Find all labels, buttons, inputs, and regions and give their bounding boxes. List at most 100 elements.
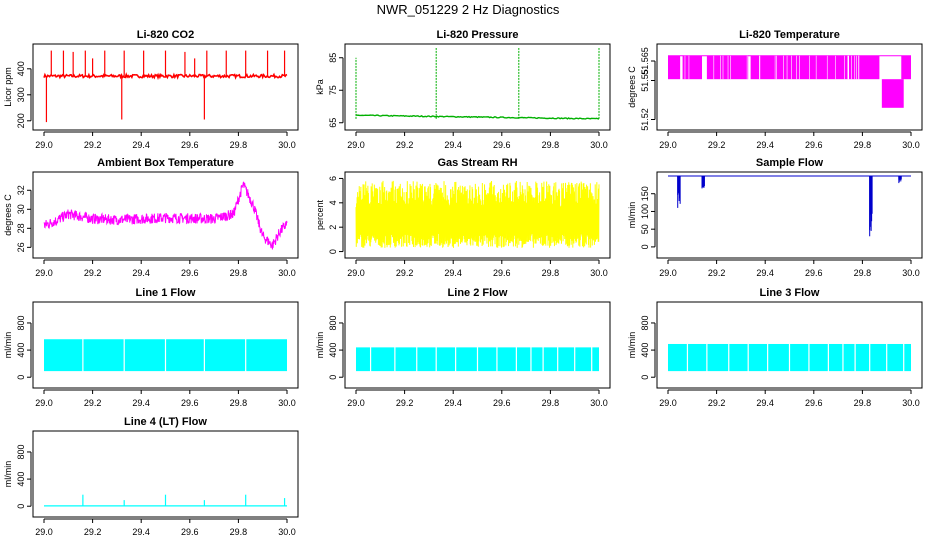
x-tick-label: 29.8 [230, 527, 248, 537]
y-tick-label: 0 [640, 244, 650, 249]
y-tick-label: 0 [328, 375, 338, 380]
series [668, 175, 911, 237]
panel-title: Li-820 Pressure [437, 29, 519, 41]
panel-title: Sample Flow [756, 157, 824, 169]
x-axis: 29.0 29.2 29.4 29.6 29.8 30.0 [347, 259, 608, 278]
y-tick-label: 51.565 [640, 47, 650, 75]
y-tick-label: 2 [328, 225, 338, 230]
y-tick-label: 65 [328, 118, 338, 128]
temp-band [750, 55, 880, 80]
temp-band [682, 55, 703, 80]
panel-title: Li-820 Temperature [739, 29, 840, 41]
temp-band [706, 55, 749, 80]
x-tick-label: 29.2 [396, 140, 414, 150]
x-tick-label: 29.2 [84, 268, 102, 278]
temp-band [668, 55, 681, 80]
panel-sampleflow: Sample Flow 29.0 29.2 29.4 29.6 29.8 30.0 0 50 10… [627, 157, 923, 278]
series [43, 50, 288, 123]
x-tick-label: 29.8 [854, 268, 872, 278]
y-axis: 26 28 30 32 [16, 185, 32, 252]
y-tick-label: 51.55 [640, 69, 650, 92]
plot-frame [32, 430, 299, 518]
x-tick-label: 29.6 [181, 140, 199, 150]
x-tick-label: 29.4 [756, 268, 774, 278]
y-tick-label: 0 [16, 504, 26, 509]
x-tick-label: 29.0 [347, 398, 365, 408]
x-tick-label: 29.4 [132, 268, 150, 278]
y-axis: 0 400 800 [640, 315, 656, 380]
panel-co2: Li-820 CO2 29.0 29.2 29.4 29.6 29.8 30.0 200 300… [3, 29, 299, 150]
series [356, 346, 599, 373]
y-tick-label: 200 [16, 113, 26, 128]
y-axis-label: Licor ppm [3, 67, 13, 107]
x-axis: 29.0 29.2 29.4 29.6 29.8 30.0 [347, 131, 608, 150]
x-axis: 29.0 29.2 29.4 29.6 29.8 30.0 [35, 518, 296, 537]
panel-rh: Gas Stream RH 29.0 29.2 29.4 29.6 29.8 30.0 0 2 4… [315, 157, 611, 278]
y-axis-label: ml/min [3, 461, 13, 488]
x-tick-label: 29.2 [708, 268, 726, 278]
x-tick-label: 29.8 [854, 140, 872, 150]
y-axis: 65 75 85 [328, 53, 344, 128]
x-tick-label: 29.8 [542, 398, 560, 408]
y-axis-label: percent [315, 199, 325, 230]
x-tick-label: 29.0 [347, 268, 365, 278]
series [44, 338, 287, 373]
x-tick-label: 29.6 [805, 398, 823, 408]
panel-title: Li-820 CO2 [137, 29, 194, 41]
x-tick-label: 29.8 [230, 268, 248, 278]
y-tick-label: 4 [328, 200, 338, 205]
y-tick-label: 300 [16, 87, 26, 102]
x-axis: 29.0 29.2 29.4 29.6 29.8 30.0 [659, 389, 920, 408]
x-tick-label: 29.4 [756, 140, 774, 150]
y-axis-label: degrees C [627, 66, 637, 108]
x-tick-label: 29.8 [230, 398, 248, 408]
series [355, 180, 600, 248]
x-tick-label: 29.6 [181, 268, 199, 278]
x-tick-label: 29.2 [708, 398, 726, 408]
y-tick-label: 800 [328, 315, 338, 330]
x-tick-label: 30.0 [278, 398, 296, 408]
y-axis-label: kPa [315, 79, 325, 95]
x-tick-label: 29.4 [444, 398, 462, 408]
x-axis: 29.0 29.2 29.4 29.6 29.8 30.0 [35, 131, 296, 150]
y-tick-label: 0 [328, 249, 338, 254]
panel-pressure: Li-820 Pressure 29.0 29.2 29.4 29.6 29.8 30.0 6… [315, 29, 611, 150]
y-axis: 200 300 400 [16, 61, 32, 128]
x-tick-label: 29.0 [659, 268, 677, 278]
x-tick-label: 29.6 [493, 398, 511, 408]
y-axis-label: degrees C [3, 194, 13, 236]
x-tick-label: 29.0 [35, 140, 53, 150]
y-tick-label: 150 [640, 186, 650, 201]
y-tick-label: 0 [640, 375, 650, 380]
panel-line3: Line 3 Flow 29.0 29.2 29.4 29.6 29.8 30.0 0 400 8… [627, 287, 923, 408]
y-tick-label: 400 [640, 343, 650, 358]
rh-line [355, 180, 600, 248]
ambient-line [43, 181, 288, 250]
y-tick-label: 28 [16, 223, 26, 233]
x-tick-label: 29.0 [35, 527, 53, 537]
y-tick-label: 75 [328, 85, 338, 95]
x-tick-label: 29.2 [84, 140, 102, 150]
plot-frame [344, 301, 611, 389]
x-axis: 29.0 29.2 29.4 29.6 29.8 30.0 [35, 389, 296, 408]
co2-line [43, 72, 288, 81]
y-tick-label: 0 [16, 375, 26, 380]
panel-title: Gas Stream RH [437, 157, 517, 169]
x-tick-label: 30.0 [902, 268, 920, 278]
x-tick-label: 29.6 [493, 140, 511, 150]
y-axis-label: ml/min [627, 332, 637, 359]
panel-line2: Line 2 Flow 29.0 29.2 29.4 29.6 29.8 30.0 0 400 8… [315, 287, 611, 408]
y-tick-label: 51.52 [640, 108, 650, 131]
x-tick-label: 29.6 [805, 268, 823, 278]
y-axis-label: ml/min [3, 332, 13, 359]
temp-band [901, 55, 911, 80]
x-axis: 29.0 29.2 29.4 29.6 29.8 30.0 [659, 131, 920, 150]
panel-title: Line 3 Flow [760, 287, 820, 299]
y-tick-label: 85 [328, 53, 338, 63]
x-tick-label: 29.0 [659, 140, 677, 150]
x-tick-label: 29.6 [493, 268, 511, 278]
y-axis: 0 400 800 [16, 444, 32, 509]
y-tick-label: 800 [16, 315, 26, 330]
y-tick-label: 32 [16, 185, 26, 195]
